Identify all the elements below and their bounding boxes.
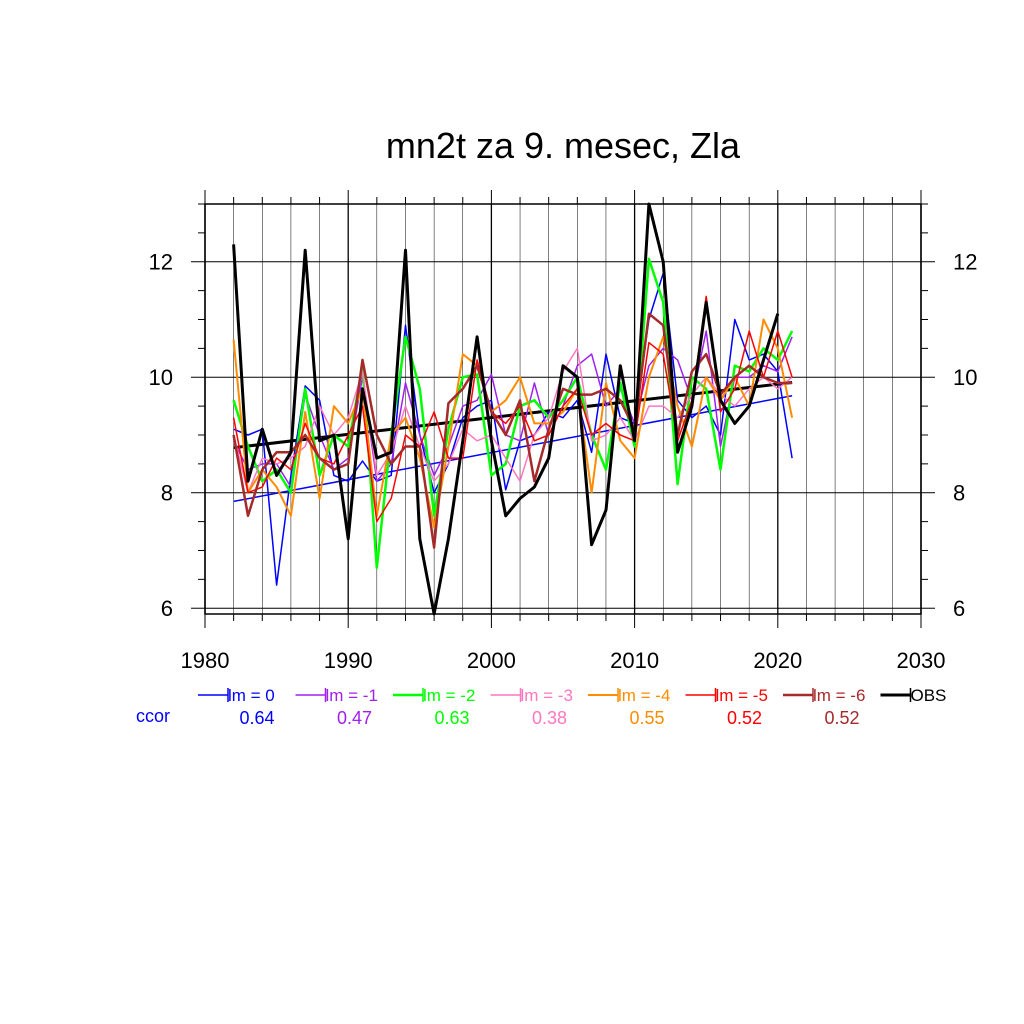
y-tick-label-left: 10	[149, 365, 173, 390]
legend-label: lm = -1	[326, 686, 378, 705]
legend-label: lm = -6	[813, 686, 865, 705]
y-tick-label-left: 8	[161, 481, 173, 506]
x-tick-label: 1980	[181, 648, 230, 673]
legend-label: lm = -3	[521, 686, 573, 705]
x-tick-label: 2010	[610, 648, 659, 673]
legend-label: OBS	[911, 686, 947, 705]
y-tick-label-left: 12	[149, 250, 173, 275]
series-line	[232, 202, 780, 616]
legend-label: lm = -5	[716, 686, 768, 705]
x-tick-label: 1990	[324, 648, 373, 673]
y-tick-label-right: 6	[953, 596, 965, 621]
legend-label: lm = -2	[423, 686, 475, 705]
series-line	[232, 347, 793, 494]
ccor-label: ccor	[136, 706, 170, 726]
y-tick-label-right: 8	[953, 481, 965, 506]
y-tick-label-right: 10	[953, 365, 977, 390]
ccor-value: 0.52	[824, 708, 859, 728]
ccor-value: 0.63	[434, 708, 469, 728]
chart-title: mn2t za 9. mesec, Zla	[386, 125, 741, 166]
ccor-value: 0.52	[727, 708, 762, 728]
series-line	[232, 318, 794, 529]
plot-frame	[204, 203, 922, 615]
y-tick-label-right: 12	[953, 250, 977, 275]
axis-ticks	[191, 190, 935, 628]
x-tick-label: 2020	[753, 648, 802, 673]
legend-label: lm = 0	[228, 686, 275, 705]
y-tick-labels: 6 6 8 8 10 10 12 12	[149, 250, 978, 621]
x-tick-label: 2030	[897, 648, 946, 673]
ccor-value: 0.38	[532, 708, 567, 728]
ccor-values: 0.64 0.47 0.63 0.38 0.55 0.52 0.52	[239, 708, 859, 728]
x-tick-labels: 1980 1990 2000 2010 2020 2030	[181, 648, 946, 673]
ccor-value: 0.55	[629, 708, 664, 728]
legend: lm = 0 lm = -1 lm = -2 lm = -3 lm = -4 lm = -…	[198, 686, 946, 705]
x-tick-label: 2000	[467, 648, 516, 673]
y-tick-label-left: 6	[161, 596, 173, 621]
ccor-value: 0.64	[239, 708, 274, 728]
series-lines	[232, 202, 794, 616]
legend-label: lm = -4	[618, 686, 670, 705]
ccor-value: 0.47	[337, 708, 372, 728]
